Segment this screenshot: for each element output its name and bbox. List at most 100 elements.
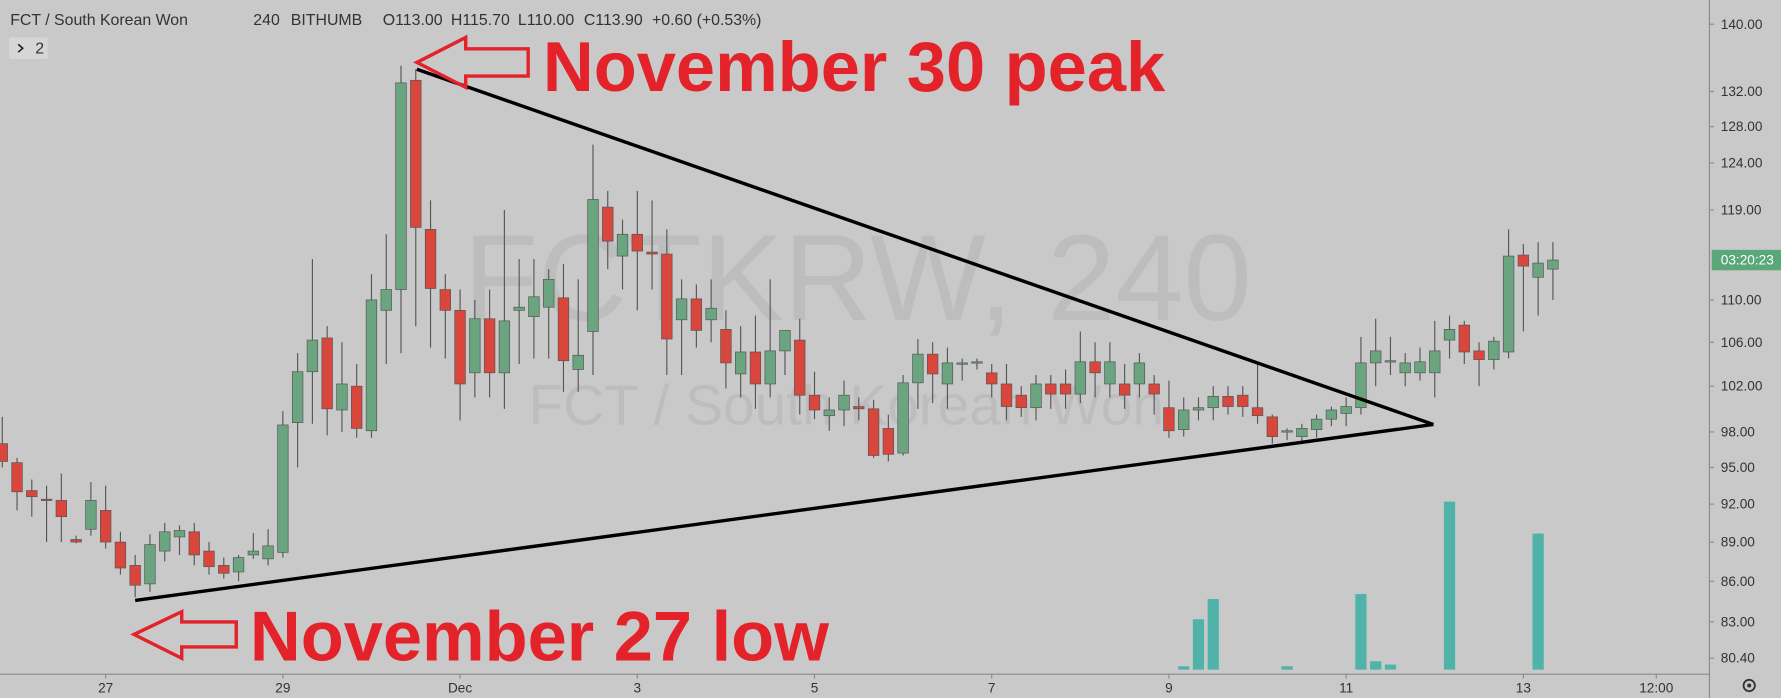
candle-body (1207, 395, 1219, 409)
candle-body (1443, 329, 1456, 341)
candle-body (1429, 350, 1441, 374)
trend-line (134, 422, 1434, 603)
candle-body (1355, 362, 1367, 409)
candle-body (70, 539, 82, 543)
candle-body (85, 500, 97, 530)
candle-body (764, 350, 776, 385)
candle-body (1266, 416, 1278, 437)
candle-body (631, 233, 643, 252)
y-tick-label: 92.00 (1721, 497, 1756, 512)
candle-body (1030, 383, 1042, 409)
candle-body (941, 362, 954, 385)
candle-body (572, 354, 584, 370)
candle-body (498, 320, 511, 374)
candle-body (188, 531, 200, 556)
candle-body (439, 289, 451, 311)
candle-body (1296, 428, 1308, 437)
candle-body (823, 409, 835, 417)
candle-body (1502, 255, 1515, 353)
y-tick-label: 83.00 (1721, 614, 1756, 629)
candle-body (173, 530, 186, 538)
candle-body (735, 351, 747, 375)
candle-body (1340, 406, 1352, 414)
candle-body (306, 339, 319, 373)
candle-body (794, 339, 806, 396)
x-tick-label: 29 (275, 680, 290, 695)
candle-body (365, 299, 378, 432)
y-tick-label: 124.00 (1721, 155, 1763, 170)
candle-body (1547, 259, 1559, 270)
candle-body (247, 550, 259, 556)
candle-body (1133, 362, 1146, 385)
indicator-count: 2 (35, 40, 44, 57)
x-tick-label: Dec (448, 680, 472, 695)
candle-body (956, 362, 968, 365)
candle-body (1118, 383, 1131, 396)
y-tick-label: 98.00 (1721, 424, 1756, 439)
candle-body (1473, 350, 1485, 360)
candle-body (336, 383, 348, 411)
candle-body (277, 424, 289, 553)
candle-body (971, 361, 983, 364)
y-tick-label: 80.40 (1721, 651, 1756, 666)
y-tick-label: 86.00 (1721, 574, 1756, 589)
candle-body (218, 565, 230, 574)
candle-body (1281, 430, 1293, 433)
candle-body (897, 382, 909, 454)
volume-bar (1532, 533, 1544, 670)
candle-body (1237, 394, 1249, 407)
candle-body (1399, 362, 1411, 374)
candle-body (543, 278, 555, 308)
x-tick-label: 9 (1165, 680, 1173, 695)
y-tick-label: 132.00 (1721, 84, 1763, 99)
candle-body (1074, 361, 1086, 395)
candle-body (26, 490, 38, 498)
candle-body (0, 443, 8, 462)
candle-body (808, 394, 821, 411)
x-tick-label: 27 (98, 680, 113, 695)
annotation: November 30 peak (543, 27, 1166, 106)
interval: 240 (253, 12, 280, 29)
volume-bar (1207, 599, 1219, 670)
candle-body (1325, 409, 1338, 420)
settings-icon[interactable] (1742, 678, 1756, 693)
plot-area (0, 65, 1559, 670)
trend-line (416, 67, 1434, 427)
candle-body (129, 565, 141, 586)
annotation: November 27 low (250, 597, 829, 676)
y-tick-label: 102.00 (1721, 379, 1763, 394)
countdown: 03:20:23 (1721, 253, 1774, 268)
candle-body (424, 229, 437, 289)
candle-body (1458, 324, 1470, 353)
y-tick-label: 89.00 (1721, 535, 1756, 550)
candle-body (838, 394, 850, 411)
candle-body (11, 462, 23, 493)
candle-body (912, 353, 924, 384)
x-tick-label: 11 (1339, 680, 1353, 695)
arrow (130, 609, 238, 662)
candle-body (1370, 350, 1382, 364)
candle-body (380, 289, 392, 311)
candle-body (690, 298, 703, 331)
y-tick-label: 128.00 (1721, 119, 1763, 134)
candle-body (40, 498, 53, 501)
candle-body (469, 318, 481, 374)
candle-body (1104, 361, 1116, 385)
volume-bar (1370, 661, 1382, 670)
candle-body (528, 296, 540, 317)
candle-body (1310, 418, 1323, 430)
x-tick-label: 3 (634, 680, 642, 695)
candle-body (99, 510, 112, 543)
candle-body (1059, 383, 1072, 395)
volume-bar (1355, 594, 1367, 670)
candle-body (232, 557, 245, 573)
indicator-badge[interactable] (9, 37, 48, 60)
y-tick-label: 119.00 (1721, 203, 1762, 218)
candle-body (483, 318, 496, 374)
candle-body (410, 79, 422, 228)
candle-body (159, 531, 171, 552)
volume-bar (1192, 619, 1205, 670)
ohlc-close: C113.90 (584, 12, 643, 29)
ohlc-open: O113.00 (383, 12, 443, 29)
candle-body (1532, 262, 1544, 278)
